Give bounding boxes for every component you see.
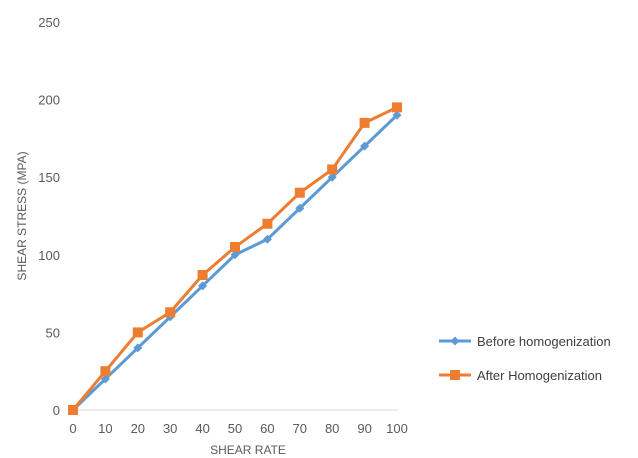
data-point [327,172,337,182]
x-tick-label: 50 [228,421,242,436]
legend-item: After Homogenization [439,368,602,383]
legend-item: Before homogenization [439,334,611,349]
series-after-homogenization [68,102,402,415]
data-point [198,281,208,291]
x-axis-title: SHEAR RATE [210,443,286,457]
y-axis-title: SHEAR STRESS (MPA) [15,151,29,280]
series-before-homogenization [68,110,402,415]
x-tick-label: 70 [293,421,307,436]
legend: Before homogenization After Homogenizatio… [439,334,611,383]
legend-label: After Homogenization [477,368,602,383]
data-point [262,234,272,244]
x-tick-label: 20 [131,421,145,436]
x-tick-label: 30 [163,421,177,436]
data-point [392,102,402,113]
x-tick-label: 40 [195,421,209,436]
data-point [100,374,110,384]
legend-label: Before homogenization [477,334,611,349]
y-tick-label: 150 [38,170,60,185]
series-layer [68,102,402,415]
y-tick-label: 0 [53,403,60,418]
x-tick-label: 10 [98,421,112,436]
data-point [327,164,338,175]
data-point [295,203,305,213]
data-point [165,307,176,318]
y-tick-label: 50 [46,325,60,340]
data-point [100,366,111,377]
y-axis-tick-labels: 0 50 100 150 200 250 [38,15,60,418]
x-axis-tick-labels: 0 10 20 30 40 50 60 70 80 90 100 [69,421,407,436]
data-point [133,343,143,353]
y-tick-label: 200 [38,93,60,108]
data-point [294,187,305,198]
data-point [132,327,143,338]
x-tick-label: 0 [69,421,76,436]
data-point [68,405,78,415]
legend-marker [450,336,460,346]
y-tick-label: 100 [38,248,60,263]
data-point [262,218,273,229]
data-point [359,117,370,128]
legend-marker [450,370,460,380]
data-point [392,110,402,120]
data-point [197,269,208,280]
y-tick-label: 250 [38,15,60,30]
x-tick-label: 80 [325,421,339,436]
x-tick-label: 60 [260,421,274,436]
x-tick-label: 90 [357,421,371,436]
series-line [71,114,399,412]
data-point [230,242,240,253]
data-point [360,141,370,151]
data-point [230,250,240,260]
x-tick-label: 100 [386,421,408,436]
